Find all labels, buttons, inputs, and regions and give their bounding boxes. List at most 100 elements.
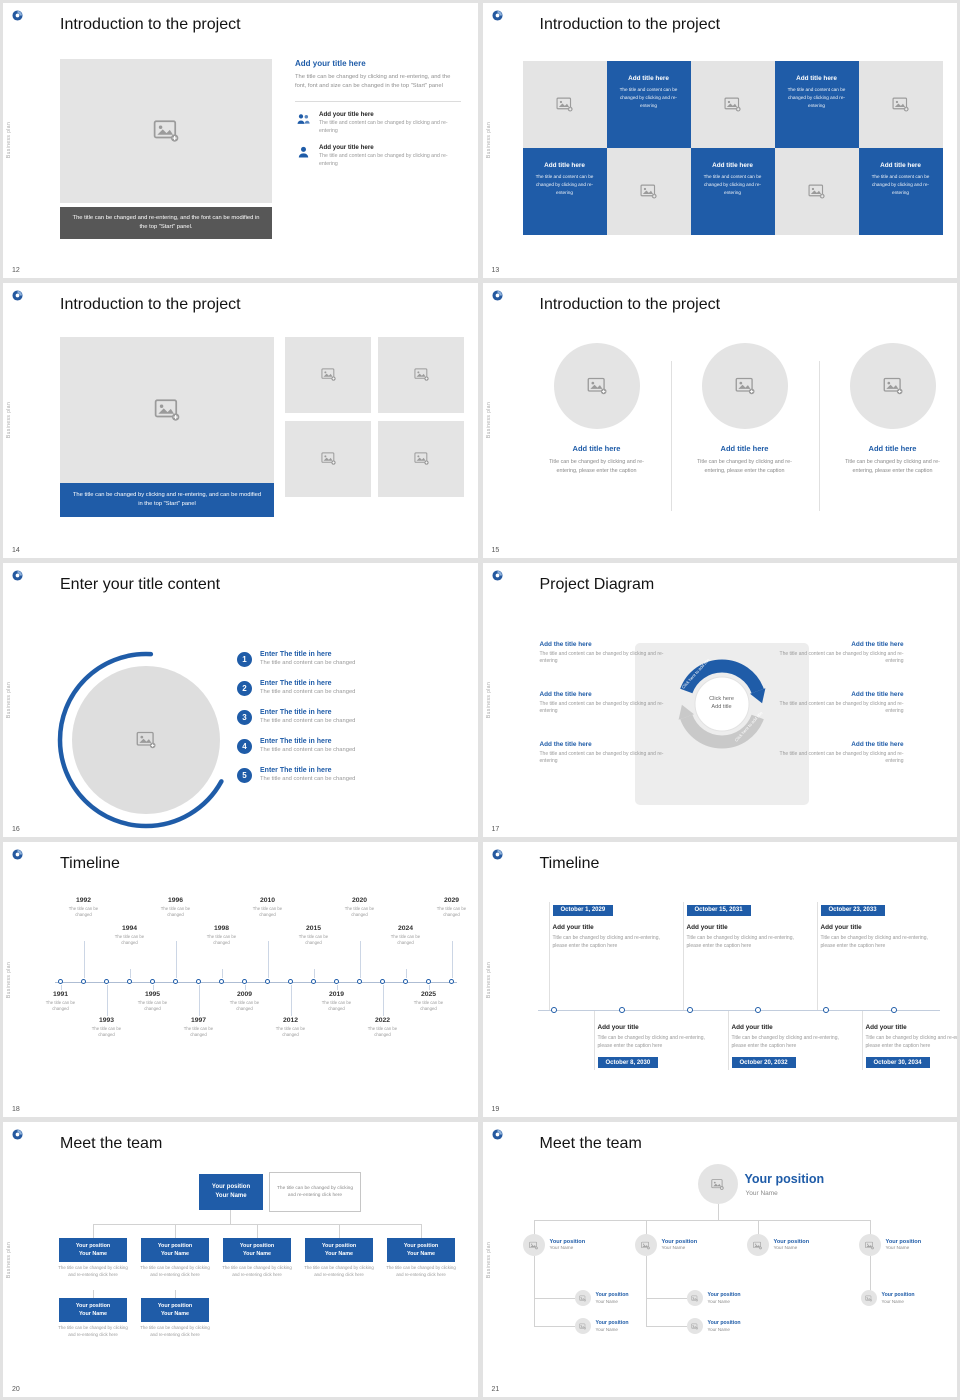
slide-17-thumbnail[interactable]: Business plan Project Diagram Click here… bbox=[482, 562, 957, 838]
tile-text: The title and content can be changed by … bbox=[535, 174, 594, 195]
slide-14-thumbnail[interactable]: Business plan Introduction to the projec… bbox=[3, 282, 478, 558]
connector-line bbox=[717, 1204, 719, 1221]
timeline-dot bbox=[126, 979, 132, 985]
member-note: The title can be changed by clicking and… bbox=[140, 1325, 210, 1337]
item-text: The title and content can be changed by … bbox=[779, 650, 904, 665]
timeline-point: 1995 The title can be changed bbox=[138, 897, 167, 1067]
timeline-label: 2025 The title can be changed bbox=[413, 991, 445, 1012]
page-number: 21 bbox=[491, 1385, 500, 1393]
team-member: Your position Your Name bbox=[522, 1234, 586, 1257]
slide-13-thumbnail[interactable]: Business plan Introduction to the projec… bbox=[482, 3, 957, 278]
avatar-circle bbox=[697, 1164, 738, 1205]
timeline-point: 2009 The title can be changed bbox=[230, 897, 259, 1067]
timeline-dot bbox=[57, 979, 63, 985]
timeline-dot bbox=[890, 1007, 897, 1014]
side-watermark: Business plan bbox=[6, 1241, 12, 1278]
image-icon bbox=[579, 1295, 586, 1302]
page-number: 14 bbox=[12, 546, 20, 554]
position-label: Your position bbox=[75, 1243, 111, 1250]
member-note: The title can be changed by clicking and… bbox=[304, 1265, 374, 1277]
diagram-item: Add the title here The title and content … bbox=[776, 691, 904, 717]
name-label: Your Name bbox=[160, 1311, 190, 1318]
slide-18-thumbnail[interactable]: Business plan Timeline 1991 The title ca… bbox=[3, 842, 478, 1118]
list-item-body: Enter The title in here The title and co… bbox=[260, 767, 355, 782]
entry-title: Add your title bbox=[552, 924, 594, 932]
divider bbox=[295, 100, 461, 102]
entry-text: Title can be changed by clicking and re-… bbox=[686, 935, 794, 950]
date-badge: October 8, 2030 bbox=[597, 1057, 659, 1069]
entry-title: Add your title bbox=[686, 924, 728, 932]
timeline-caption: The title can be changed bbox=[275, 1026, 306, 1038]
circle-graphic bbox=[57, 651, 235, 828]
timeline-year: 2015 bbox=[305, 925, 322, 933]
org-member-box: Your position Your Name bbox=[59, 1238, 127, 1263]
slide-12-thumbnail[interactable]: Business plan Introduction to the projec… bbox=[3, 3, 478, 278]
timeline-caption: The title can be changed bbox=[114, 934, 145, 946]
name-label: Your Name bbox=[595, 1299, 618, 1305]
member-label: Your position Your Name bbox=[662, 1239, 698, 1251]
timeline-point: 2029 The title can be changed bbox=[437, 897, 466, 1067]
image-icon bbox=[865, 1295, 872, 1302]
lead-position: Your position bbox=[744, 1172, 825, 1187]
entry-text: Title can be changed by clicking and re-… bbox=[820, 935, 928, 950]
slide-20-thumbnail[interactable]: Business plan Meet the team Your positio… bbox=[3, 1122, 478, 1397]
item-title: Add the title here bbox=[539, 640, 592, 648]
avatar-circle bbox=[858, 1234, 881, 1257]
slide-16-thumbnail[interactable]: Business plan Enter your title content 1… bbox=[3, 562, 478, 838]
image-tile bbox=[858, 61, 943, 148]
image-icon bbox=[724, 96, 741, 113]
image-caption: The title can be changed and re-entering… bbox=[60, 207, 272, 239]
image-icon bbox=[808, 183, 825, 200]
position-label: Your position bbox=[707, 1320, 741, 1327]
position-label: Your position bbox=[707, 1292, 741, 1299]
member-note: The title can be changed by clicking and… bbox=[58, 1325, 128, 1337]
item-text: The title and content can be changed by … bbox=[319, 119, 448, 134]
timeline-caption: The title can be changed bbox=[367, 1026, 398, 1038]
image-placeholder bbox=[60, 59, 272, 203]
timeline-year: 1998 bbox=[213, 925, 230, 933]
item-title: Enter The title in here bbox=[260, 679, 332, 687]
position-label: Your position bbox=[595, 1292, 629, 1299]
entry-text: Title can be changed by clicking and re-… bbox=[731, 1035, 839, 1050]
image-icon bbox=[691, 1295, 698, 1302]
list-item-body: Enter The title in here The title and co… bbox=[260, 709, 355, 724]
tile-text: The title and content can be changed by … bbox=[619, 87, 678, 108]
timeline-point: 2019 The title can be changed bbox=[322, 897, 351, 1067]
logo-icon bbox=[492, 290, 503, 301]
slide-15-thumbnail[interactable]: Business plan Introduction to the projec… bbox=[482, 282, 957, 558]
image-icon bbox=[691, 1323, 698, 1330]
timeline-dot bbox=[402, 979, 408, 985]
connector-line bbox=[645, 1220, 647, 1237]
number-badge: 5 bbox=[237, 767, 252, 783]
image-icon bbox=[735, 376, 755, 396]
timeline-label: 2029 The title can be changed bbox=[436, 897, 468, 918]
slide-21-thumbnail[interactable]: Business plan Meet the team Your positio… bbox=[482, 1122, 957, 1397]
timeline-year: 2012 bbox=[282, 1017, 299, 1025]
column-title: Add title here bbox=[572, 443, 621, 453]
connector-line bbox=[645, 1326, 687, 1328]
connector-line bbox=[533, 1326, 575, 1328]
timeline-caption: The title can be changed bbox=[229, 1000, 260, 1012]
column-title: Add your title here bbox=[295, 59, 366, 68]
slide-19-thumbnail[interactable]: Business plan Timeline October 1, 2029 A… bbox=[482, 842, 957, 1118]
item-text: The title and content can be changed by … bbox=[779, 750, 904, 765]
feature-item-body: Add your title here The title and conten… bbox=[319, 144, 461, 169]
number-badge: 3 bbox=[237, 709, 252, 725]
position-label: Your position bbox=[549, 1239, 586, 1246]
tile-title: Add title here bbox=[544, 162, 585, 169]
item-text: The title and content can be changed bbox=[260, 746, 356, 753]
text-tile: Add title here The title and content can … bbox=[606, 61, 691, 148]
connector-line bbox=[869, 1256, 871, 1299]
member-note: The title can be changed by clicking and… bbox=[140, 1265, 210, 1277]
image-placeholder bbox=[285, 336, 371, 413]
circle-image-placeholder bbox=[701, 342, 788, 429]
timeline-label: 1994 The title can be changed bbox=[114, 925, 146, 946]
team-member: Your position Your Name bbox=[686, 1290, 741, 1307]
page-number: 15 bbox=[491, 546, 500, 554]
slide-title: Meet the team bbox=[539, 1135, 642, 1153]
timeline-year: 1994 bbox=[121, 925, 138, 933]
team-member: Your position Your Name bbox=[686, 1318, 741, 1335]
text-tile: Add title here The title and content can … bbox=[858, 148, 943, 235]
column-text: The title can be changed by clicking and… bbox=[295, 74, 451, 90]
timeline-point: 2022 The title can be changed bbox=[368, 897, 397, 1067]
